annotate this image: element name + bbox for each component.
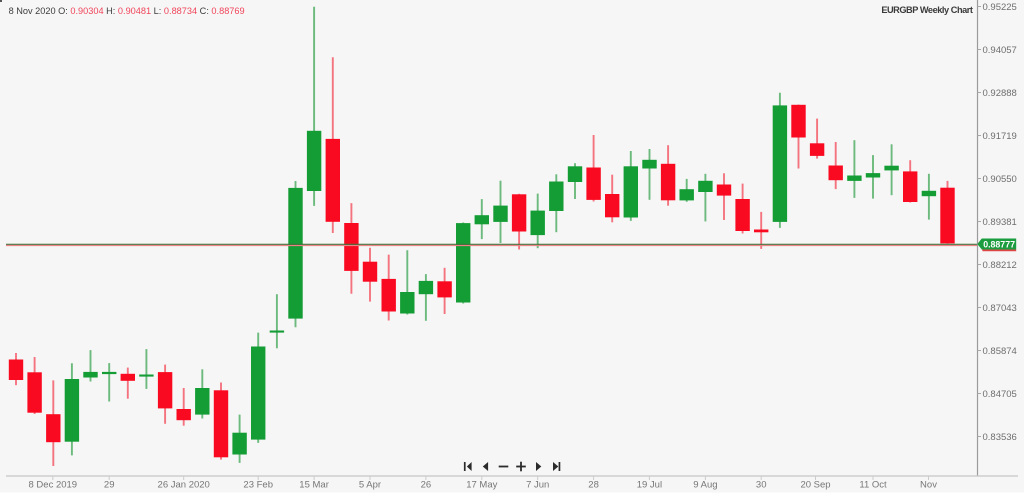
svg-text:Nov: Nov [920, 480, 937, 491]
svg-text:0.83536: 0.83536 [983, 432, 1017, 443]
svg-text:0.87043: 0.87043 [983, 303, 1017, 314]
svg-text:0.90550: 0.90550 [983, 174, 1017, 185]
svg-text:15 Mar: 15 Mar [299, 480, 329, 491]
svg-text:20 Sep: 20 Sep [800, 480, 830, 491]
svg-text:26: 26 [421, 480, 432, 491]
svg-text:8 Dec 2019: 8 Dec 2019 [29, 480, 78, 491]
svg-text:17 May: 17 May [466, 480, 497, 491]
svg-text:11 Oct: 11 Oct [859, 480, 887, 491]
svg-text:0.85874: 0.85874 [983, 346, 1017, 357]
svg-text:0.94057: 0.94057 [983, 45, 1017, 56]
svg-text:0.88212: 0.88212 [983, 260, 1017, 271]
svg-text:0.92888: 0.92888 [983, 88, 1017, 99]
svg-text:0.91719: 0.91719 [983, 131, 1017, 142]
svg-text:0.84705: 0.84705 [983, 389, 1017, 400]
svg-text:0.89381: 0.89381 [983, 217, 1017, 228]
svg-text:5 Apr: 5 Apr [359, 480, 381, 491]
svg-text:30: 30 [756, 480, 767, 491]
svg-text:29: 29 [104, 480, 115, 491]
svg-text:23 Feb: 23 Feb [243, 480, 273, 491]
svg-text:28: 28 [588, 480, 599, 491]
svg-text:26 Jan 2020: 26 Jan 2020 [158, 480, 210, 491]
svg-text:8 Nov 2020 O: 0.90304 H: 0.904: 8 Nov 2020 O: 0.90304 H: 0.90481 L: 0.88… [9, 6, 245, 16]
svg-text:9 Aug: 9 Aug [693, 480, 717, 491]
svg-text:7 Jun: 7 Jun [526, 480, 549, 491]
svg-text:19 Jul: 19 Jul [637, 480, 662, 491]
svg-text:0.95225: 0.95225 [983, 2, 1017, 13]
svg-text:EURGBP Weekly Chart: EURGBP Weekly Chart [881, 5, 973, 15]
svg-text:0.88777: 0.88777 [983, 240, 1015, 250]
